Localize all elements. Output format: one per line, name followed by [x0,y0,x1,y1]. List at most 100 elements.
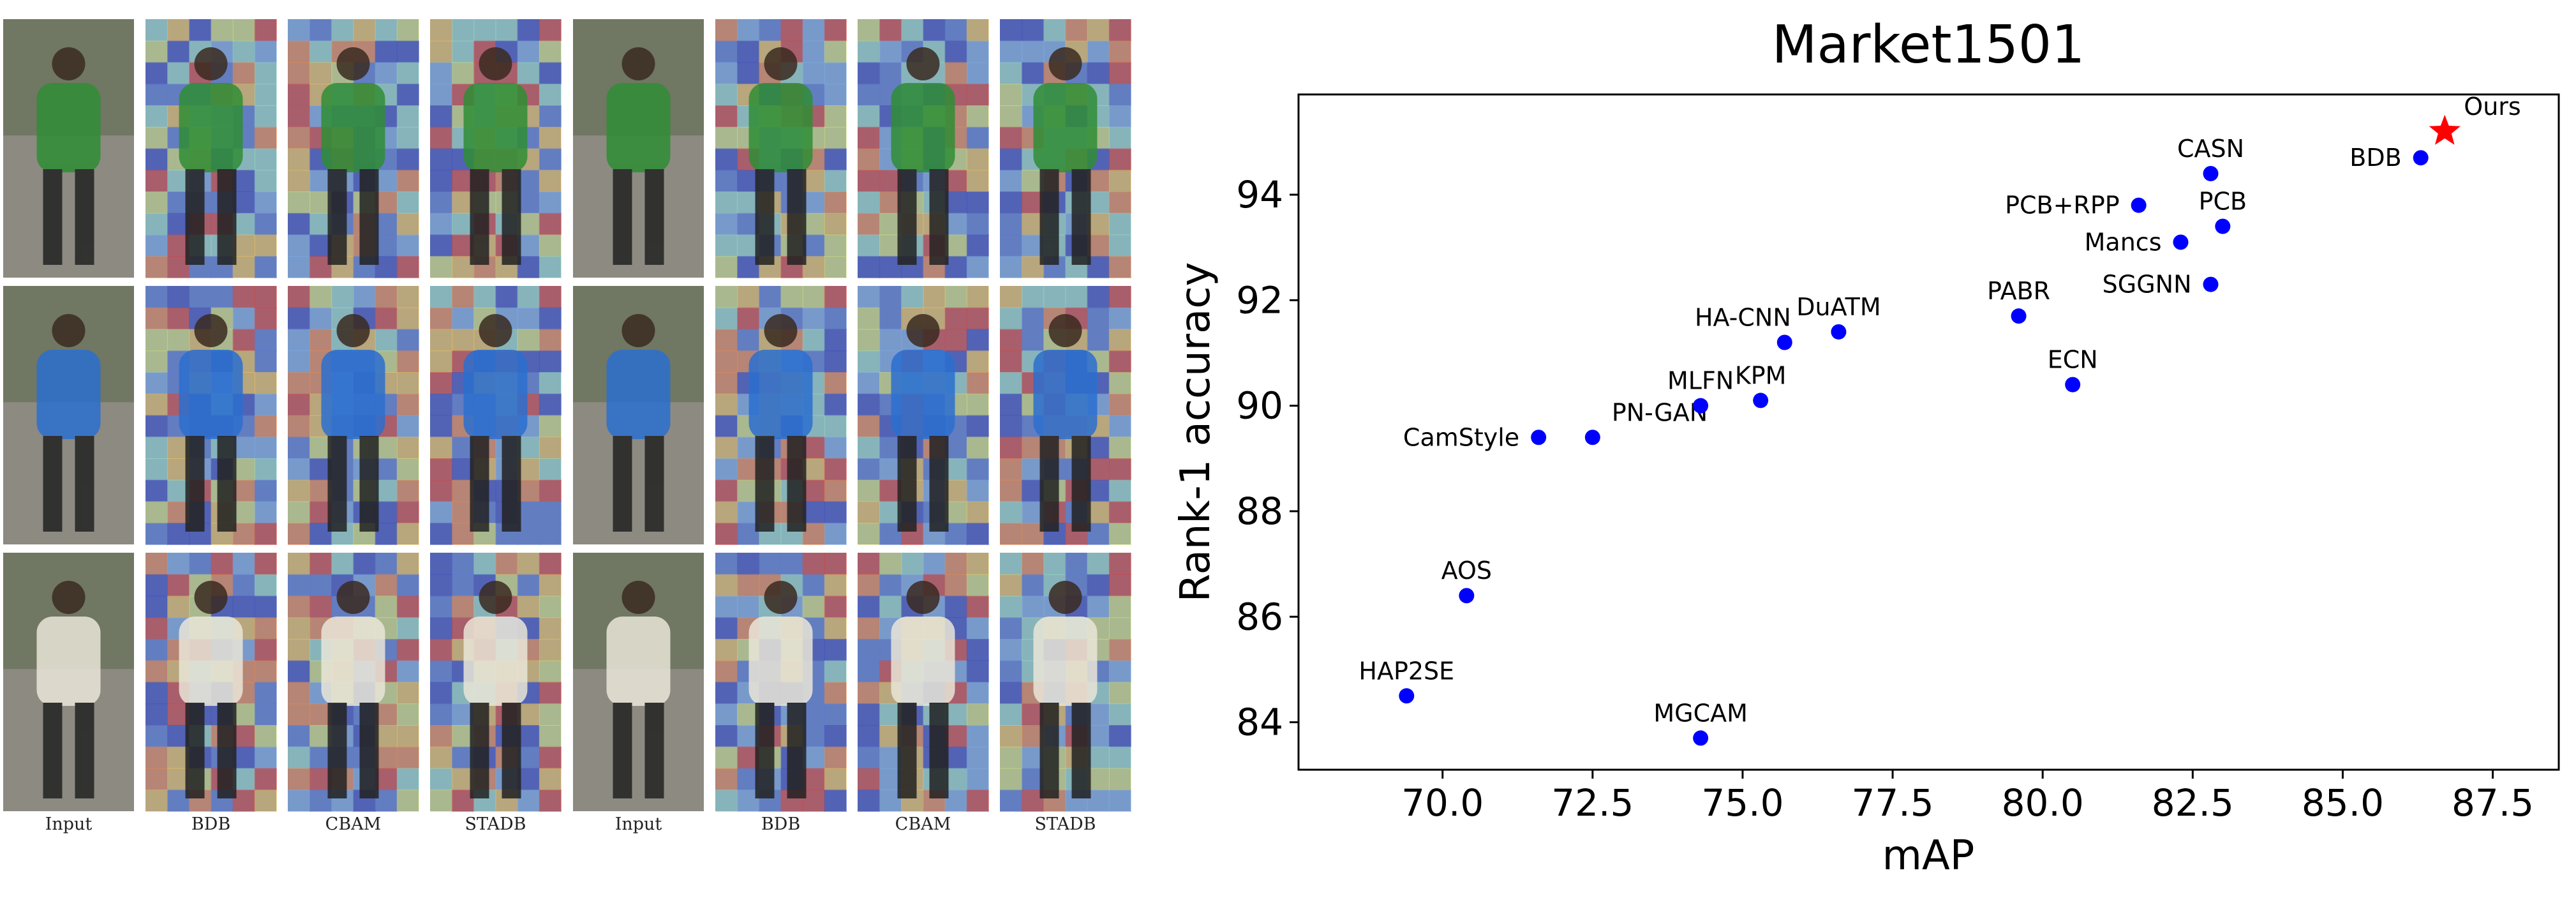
grid-image-cell [858,553,989,812]
x-axis-label: mAP [1882,832,1975,879]
y-tick-label: 84 [1236,701,1283,744]
grid-image-cell [288,19,419,278]
grid-image-cell [1000,19,1131,278]
grid-image-cell [715,19,847,278]
point-mgcam [1693,730,1709,746]
x-tick-label: 72.5 [1551,781,1634,825]
point-ecn [2065,377,2081,393]
person-silhouette [1033,581,1098,798]
grid-image-cell [288,286,419,545]
point-camstyle [1531,430,1547,445]
point-label: DuATM [1796,293,1880,321]
point-aos [1459,588,1475,604]
grid-image-cell [573,19,704,278]
heatmap-image-grid: Input BDB CBAM STADB Input BDB CBAM STADB [0,0,1149,895]
y-tick-label: 90 [1236,384,1283,428]
point-label: PABR [1987,277,2050,305]
y-tick-label: 92 [1236,278,1283,322]
grid-image-cell [3,19,134,278]
point-label: AOS [1441,557,1492,585]
point-duatm [1831,324,1847,340]
grid-image-cell [145,19,277,278]
grid-image-cell [145,553,277,812]
column-label: CBAM [325,814,382,834]
person-silhouette [748,314,813,532]
grid-image-cell [3,286,134,544]
person-silhouette [36,581,101,798]
grid-image-cell [288,553,419,812]
data-points: HAP2SE AOS CamStyle PN-GAN MLFN KPM MGCAM HA-CN… [1359,93,2521,746]
x-axis: 70.0 72.5 75.0 77.5 80.0 82.5 85.0 87.5 [1401,770,2534,825]
plot-frame [1297,93,2560,771]
point-pcb [2215,218,2231,234]
point-ours [2429,114,2461,145]
point-sggnn [2203,276,2219,292]
column-label: BDB [191,814,230,834]
person-silhouette [606,47,671,265]
point-label: SGGNN [2103,271,2192,299]
grid-image-cell [715,553,847,812]
person-silhouette [1033,47,1098,265]
point-label: PCB [2199,188,2247,216]
point-ha-cnn [1776,334,1792,350]
chart-title: Market1501 [1772,15,2085,75]
y-tick-label: 94 [1236,173,1283,216]
person-silhouette [321,47,385,265]
grid-image-cell [3,553,134,811]
grid-image-cell [573,553,704,811]
person-silhouette [321,314,385,532]
point-label: CamStyle [1403,423,1519,451]
x-tick-label: 77.5 [1852,781,1934,825]
point-pcb-rpp [2131,197,2147,213]
grid-image-cell [858,19,989,278]
grid-image-cell [145,286,277,545]
person-silhouette [179,47,243,265]
person-silhouette [463,47,528,265]
x-tick-label: 85.0 [2302,781,2384,825]
point-label: CASN [2177,135,2244,163]
point-label: ECN [2048,346,2098,374]
person-silhouette [891,314,955,532]
grid-image-cell [430,19,562,278]
point-label: Ours [2464,93,2520,121]
person-silhouette [463,314,528,532]
column-label: Input [45,814,93,834]
x-tick-label: 75.0 [1701,781,1783,825]
point-label: KPM [1735,361,1787,389]
x-tick-label: 82.5 [2152,781,2234,825]
grid-image-cell [573,286,704,544]
column-label: STADB [1034,814,1096,834]
point-kpm [1753,393,1769,408]
grid-image-cell [430,553,562,812]
point-casn [2203,165,2219,181]
point-bdb [2413,150,2429,166]
column-label: BDB [761,814,800,834]
person-silhouette [36,47,101,265]
person-silhouette [463,581,528,798]
person-silhouette [606,314,671,532]
point-mlfn [1693,398,1709,414]
point-pn-gan [1584,430,1600,445]
point-label: PCB+RPP [2005,191,2120,220]
y-tick-label: 86 [1236,595,1283,638]
person-silhouette [606,581,671,798]
point-label: PN-GAN [1612,398,1708,426]
person-silhouette [891,47,955,265]
point-label: Mancs [2085,228,2162,256]
y-axis: 84 86 88 90 92 94 [1236,173,1299,744]
point-pabr [2011,308,2027,324]
grid-image-cell [1000,286,1131,545]
x-tick-label: 87.5 [2452,781,2534,825]
person-silhouette [179,314,243,532]
grid-image-cell [715,286,847,545]
point-label: MGCAM [1653,699,1748,727]
grid-image-cell [858,286,989,545]
person-silhouette [321,581,385,798]
grid-image-cell [430,286,562,545]
point-mancs [2173,234,2189,250]
column-label: STADB [465,814,526,834]
person-silhouette [891,581,955,798]
y-tick-label: 88 [1236,490,1283,533]
point-label: HA-CNN [1695,303,1791,331]
